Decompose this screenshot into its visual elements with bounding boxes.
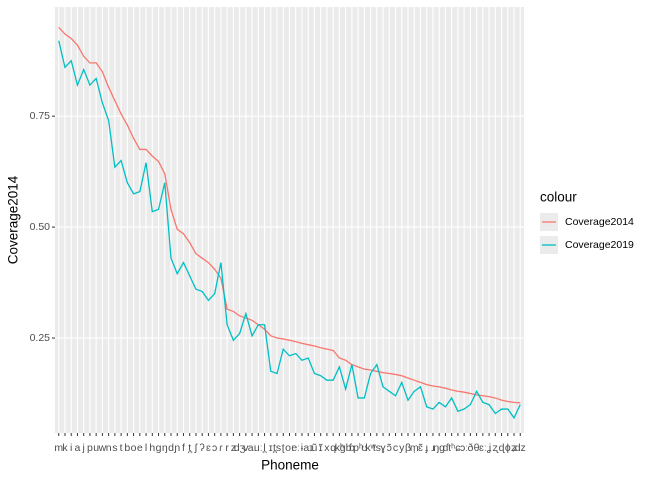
x-tick-label: ɔ̃ bbox=[387, 442, 392, 454]
x-tick-label: θ bbox=[474, 442, 480, 454]
x-tick-label: ɸ bbox=[505, 442, 511, 454]
x-tick-label: ʊ bbox=[361, 442, 367, 454]
x-tick-label: v bbox=[243, 442, 249, 454]
x-tick-label: ɛ̃ bbox=[418, 442, 423, 454]
x-tick-label: ð bbox=[467, 442, 473, 454]
x-tick-label: ũ bbox=[312, 442, 318, 454]
x-tick-label: ɾ bbox=[219, 442, 223, 454]
x-tick-label: o bbox=[131, 442, 137, 454]
x-tick-label: oː bbox=[285, 442, 294, 454]
x-tick-label: ŋg bbox=[433, 442, 445, 454]
x-tick-label: ɲ bbox=[173, 442, 180, 454]
x-tick-label: ɟ bbox=[425, 442, 428, 454]
x-tick-label: ŋ bbox=[162, 442, 168, 454]
x-tick-label: ɔ bbox=[212, 442, 217, 454]
x-tick-label: ts bbox=[373, 442, 381, 454]
legend-label: Coverage2014 bbox=[565, 216, 634, 228]
legend-label: Coverage2019 bbox=[565, 239, 634, 251]
x-tick-label: kʰ bbox=[335, 442, 344, 454]
x-tick-label: ɗ bbox=[442, 442, 449, 454]
x-tick-label: pʰ bbox=[353, 442, 363, 454]
x-tick-label: ɨ bbox=[301, 442, 304, 454]
x-tick-label: ʐ bbox=[493, 442, 499, 454]
x-tick-label: l bbox=[145, 442, 147, 454]
legend-title: colour bbox=[540, 190, 577, 205]
x-tick-label: uː bbox=[254, 442, 263, 454]
x-tick-label: dz bbox=[515, 442, 526, 454]
x-tick-label: tʰ bbox=[448, 442, 455, 454]
x-tick-label: q bbox=[330, 442, 336, 454]
x-tick-label: aː bbox=[248, 442, 257, 454]
x-tick-label: c bbox=[393, 442, 398, 454]
x-tick-label: ɖ bbox=[499, 442, 506, 454]
x-tick-label: w bbox=[98, 442, 107, 454]
x-tick-label: y bbox=[399, 442, 405, 454]
x-axis-title: Phoneme bbox=[261, 458, 319, 473]
x-tick-label: j bbox=[82, 442, 85, 454]
x-tick-label: z bbox=[231, 442, 236, 454]
x-tick-label: i bbox=[70, 442, 72, 454]
x-tick-label: aɪ bbox=[303, 442, 313, 454]
x-tick-label: l̪ bbox=[263, 442, 267, 454]
x-tick-label: kʷ bbox=[365, 442, 376, 454]
x-tick-label: ɛ bbox=[206, 442, 211, 454]
x-tick-label: t bbox=[120, 442, 123, 454]
x-tick-label: b bbox=[124, 442, 130, 454]
x-tick-label: e bbox=[137, 442, 143, 454]
x-tick-label: h bbox=[149, 442, 155, 454]
x-tick-label: s bbox=[112, 442, 117, 454]
y-tick-label: 0.50 bbox=[30, 221, 51, 233]
y-axis-title: Coverage2014 bbox=[6, 175, 21, 264]
x-tick-label: n bbox=[106, 442, 112, 454]
x-tick-label: k bbox=[62, 442, 68, 454]
x-tick-label: ɕ bbox=[455, 442, 460, 454]
x-tick-label: u bbox=[93, 442, 99, 454]
x-tick-label: eː bbox=[291, 442, 300, 454]
y-tick-label: 0.25 bbox=[30, 332, 51, 344]
x-tick-label: m̩ bbox=[410, 442, 419, 454]
x-tick-label: p bbox=[87, 442, 93, 454]
line bbox=[58, 26, 521, 404]
x-tick-label: d bbox=[168, 442, 174, 454]
x-tick-label: ɓ bbox=[349, 442, 355, 454]
x-tick-label: ɔː bbox=[460, 442, 468, 454]
x-tick-label: ʃ bbox=[194, 442, 199, 454]
y-tick-label: 0.75 bbox=[30, 110, 51, 122]
x-tick-label: a bbox=[75, 442, 81, 454]
x-tick-label: ʈ bbox=[282, 442, 285, 454]
x-tick-label: t̪ bbox=[188, 442, 192, 454]
x-tick-label: ɪ̃ bbox=[318, 442, 323, 454]
x-tick-label: ʔ bbox=[200, 442, 205, 454]
x-tick-label: g bbox=[156, 442, 162, 454]
x-tick-label: x bbox=[324, 442, 330, 454]
x-tick-label: ɹ bbox=[431, 442, 435, 454]
x-tick-label: m bbox=[54, 442, 63, 454]
x-tick-label: f bbox=[182, 442, 185, 454]
x-tick-label: ɛː bbox=[479, 442, 487, 454]
x-tick-label: r bbox=[225, 442, 229, 454]
x-tick-label: β bbox=[405, 442, 411, 454]
x-tick-label: ʝ bbox=[487, 442, 492, 454]
line bbox=[58, 40, 521, 420]
x-tick-label: t̪s bbox=[273, 442, 281, 454]
x-tick-label: ʑ bbox=[511, 442, 517, 454]
x-tick-label: dʒ bbox=[234, 442, 246, 454]
x-tick-label: ɪ bbox=[269, 442, 273, 454]
x-tick-label: ɣ bbox=[380, 442, 386, 454]
x-tick-label: ɡb bbox=[340, 442, 352, 454]
